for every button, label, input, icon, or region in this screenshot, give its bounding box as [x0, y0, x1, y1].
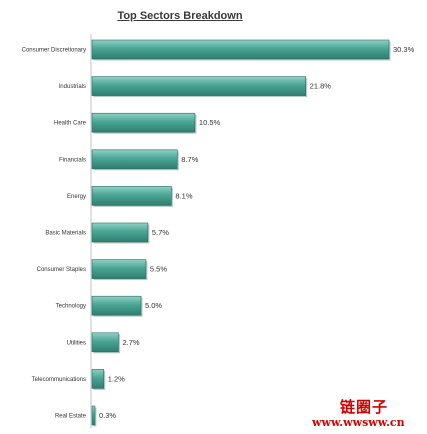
value-label-real-estate: 0.3% [99, 411, 116, 420]
bar-consumer-staples [91, 259, 147, 279]
bar-industrials [91, 76, 306, 96]
value-label-health-care: 10.5% [199, 118, 221, 127]
bar-consumer-discretionary [91, 39, 390, 60]
bar-energy [91, 186, 172, 206]
category-label-energy: Energy [67, 194, 86, 200]
value-label-financials: 8.7% [181, 155, 198, 164]
watermark-chinese-text: 链圈子 [340, 398, 389, 416]
category-label-consumer-staples: Consumer Staples [37, 267, 86, 273]
value-label-energy: 8.1% [175, 191, 192, 200]
value-label-telecommunications: 1.2% [108, 374, 125, 383]
category-label-basic-materials: Basic Materials [45, 231, 86, 237]
category-label-financials: Financials [59, 157, 86, 163]
bar-technology [91, 295, 142, 316]
value-label-basic-materials: 5.7% [152, 228, 169, 237]
category-label-consumer-discretionary: Consumer Discretionary [22, 48, 86, 54]
bar-financials [91, 149, 178, 170]
category-label-health-care: Health Care [54, 121, 87, 127]
value-label-consumer-discretionary: 30.3% [393, 45, 415, 54]
category-label-real-estate: Real Estate [55, 414, 87, 420]
value-label-consumer-staples: 5.5% [150, 265, 167, 274]
chart-title: Top Sectors Breakdown [117, 10, 243, 22]
bar-utilities [91, 332, 119, 353]
bar-telecommunications [91, 369, 105, 389]
category-label-technology: Technology [56, 304, 86, 310]
category-label-utilities: Utilities [67, 340, 86, 346]
bar-health-care [91, 112, 196, 133]
category-label-industrials: Industrials [59, 84, 86, 90]
value-label-utilities: 2.7% [122, 338, 139, 347]
value-label-industrials: 21.8% [310, 82, 332, 91]
bar-real-estate [91, 405, 96, 426]
value-label-technology: 5.0% [145, 301, 162, 310]
category-label-telecommunications: Telecommunications [32, 377, 86, 383]
watermark-url-text: www.wwsww.cn [312, 416, 405, 429]
bar-basic-materials [91, 222, 149, 243]
watermark: 链圈子 www.wwsww.cn [312, 396, 422, 432]
